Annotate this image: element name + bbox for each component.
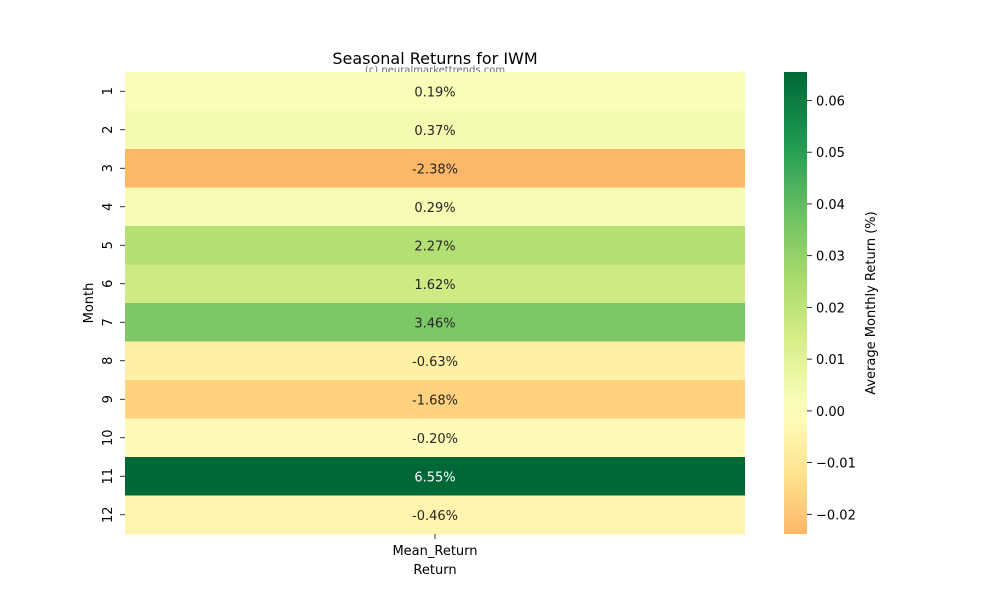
y-tick-label: 6 <box>101 280 116 288</box>
y-tick-label: 9 <box>101 395 116 403</box>
cell-value-label-month-7: 3.46% <box>414 316 455 331</box>
cell-value-label-month-9: -1.68% <box>412 393 458 408</box>
x-axis-ticks: Mean_Return <box>392 534 478 559</box>
y-tick-label: 5 <box>101 241 116 249</box>
heatmap-cell-month-1 <box>125 72 745 111</box>
y-tick-label: 7 <box>101 318 116 326</box>
y-tick-label: 4 <box>101 203 116 211</box>
y-tick-label: 3 <box>101 164 116 172</box>
cell-value-label-month-10: -0.20% <box>412 432 458 447</box>
cell-value-label-month-4: 0.29% <box>414 201 455 216</box>
colorbar-tick-label: −0.02 <box>816 508 856 523</box>
y-tick-label: 1 <box>101 87 116 95</box>
heatmap-cell-month-3 <box>125 149 745 188</box>
y-tick-label: 8 <box>101 357 116 365</box>
cell-value-label-month-8: -0.63% <box>412 355 458 370</box>
heatmap-cell-month-10 <box>125 418 745 458</box>
colorbar-tick-label: −0.01 <box>816 457 856 472</box>
heatmap-cell-month-5 <box>125 226 745 265</box>
y-tick-label: 10 <box>101 429 116 446</box>
y-tick-label: 12 <box>101 506 116 523</box>
y-tick-label: 11 <box>101 468 116 485</box>
colorbar-tick-label: 0.01 <box>816 353 845 368</box>
heatmap-cell-month-12 <box>125 495 745 535</box>
colorbar-ticks: −0.02 −0.01 0.00 0.01 0.02 0.03 0.04 0.05 0.06 <box>807 94 856 523</box>
colorbar-tick-label: 0.05 <box>816 146 845 161</box>
colorbar-tick-label: 0.03 <box>816 250 845 265</box>
cell-value-label-month-5: 2.27% <box>414 239 455 254</box>
heatmap-cell-month-7 <box>125 303 745 342</box>
heatmap-cell-month-6 <box>125 264 745 304</box>
x-axis-label: Return <box>413 563 456 578</box>
colorbar <box>784 72 807 534</box>
cell-value-label-month-12: -0.46% <box>412 509 458 524</box>
y-tick-label: 2 <box>101 126 116 134</box>
heatmap-cells: 0.19% 0.37% -2.38% 0.29% 2.27% 1.62% 3.46% -0.6… <box>125 72 745 535</box>
colorbar-tick-label: 0.04 <box>816 198 845 213</box>
x-tick-label: Mean_Return <box>392 544 477 559</box>
watermark-text: (c) neuralmarkettrends.com <box>365 65 505 76</box>
colorbar-tick-label: 0.06 <box>816 94 845 109</box>
y-axis-label: Month <box>82 283 97 324</box>
colorbar-label: Average Monthly Return (%) <box>864 211 879 394</box>
heatmap-cell-month-8 <box>125 341 745 381</box>
cell-value-label-month-6: 1.62% <box>414 278 455 293</box>
colorbar-tick-label: 0.00 <box>816 405 845 420</box>
cell-value-label-month-11: 6.55% <box>414 470 455 485</box>
chart-title: Seasonal Returns for IWM <box>332 49 537 68</box>
heatmap-cell-month-9 <box>125 380 745 419</box>
heatmap-cell-month-2 <box>125 110 745 150</box>
colorbar-tick-label: 0.02 <box>816 301 845 316</box>
heatmap-cell-month-11 <box>125 457 745 496</box>
heatmap-cell-month-4 <box>125 187 745 227</box>
cell-value-label-month-3: -2.38% <box>412 162 458 177</box>
cell-value-label-month-2: 0.37% <box>414 124 455 139</box>
cell-value-label-month-1: 0.19% <box>414 85 455 100</box>
